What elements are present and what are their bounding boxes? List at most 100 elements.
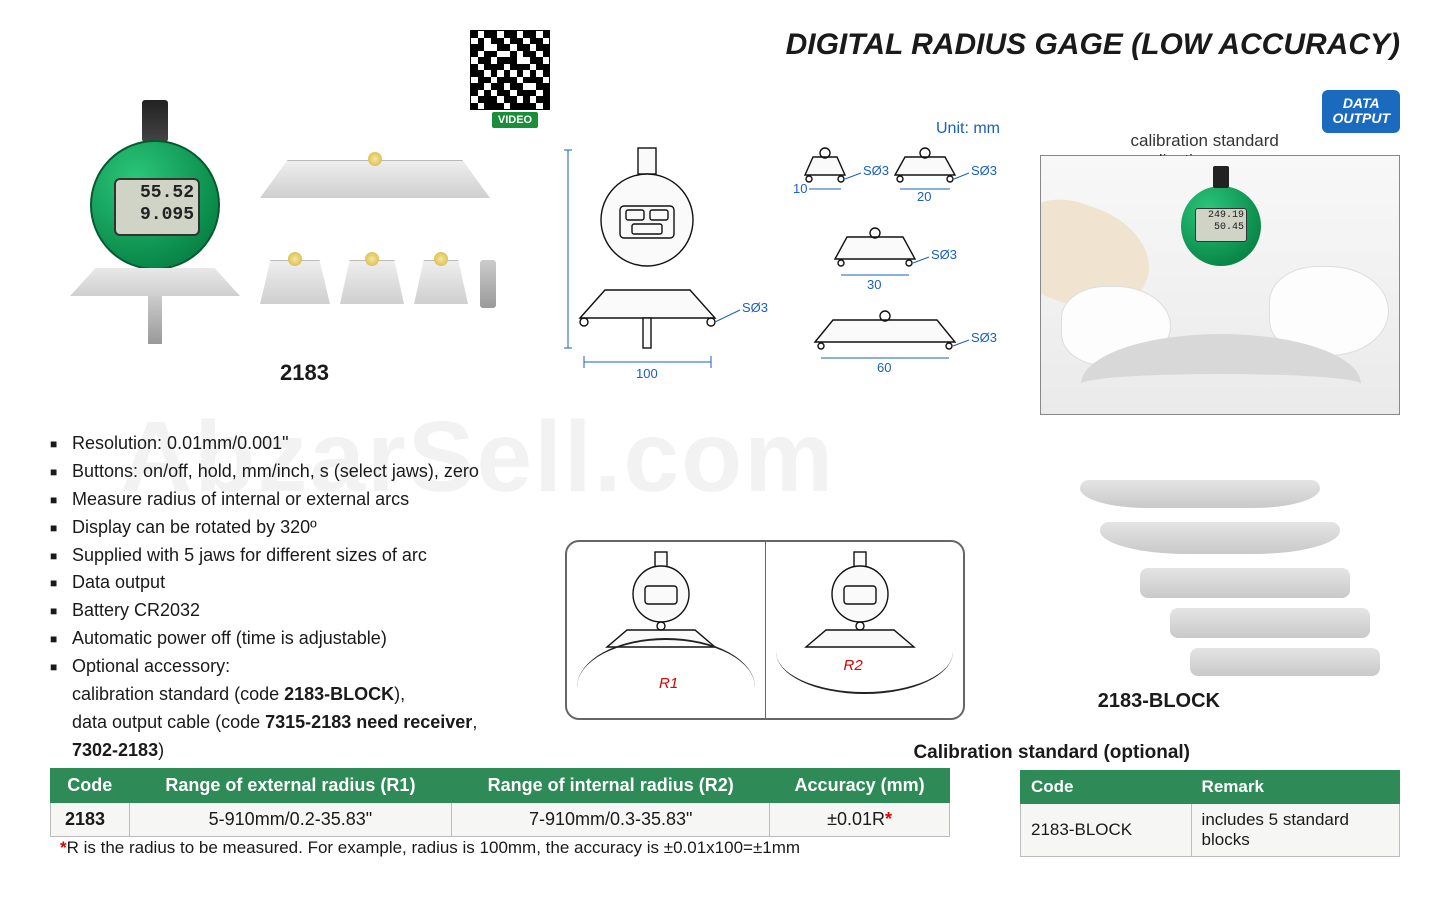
lcd-line1: 55.52 xyxy=(120,183,194,205)
feature-item: Resolution: 0.01mm/0.001" xyxy=(50,430,580,458)
calib-data-row: 2183-BLOCK includes 5 standard blocks xyxy=(1021,804,1400,857)
feature-item: Supplied with 5 jaws for different sizes… xyxy=(50,542,580,570)
code-bold: 2183-BLOCK xyxy=(284,684,394,704)
t: ) xyxy=(158,740,164,760)
svg-text:10: 10 xyxy=(793,181,807,196)
calib-header-row: Code Remark xyxy=(1021,771,1400,804)
feature-item: Display can be rotated by 320º xyxy=(50,514,580,542)
jaw-knob-icon xyxy=(288,252,302,266)
usage-external: R1 xyxy=(567,542,766,718)
spec-th-acc: Accuracy (mm) xyxy=(770,769,950,803)
gauge-photo: 55.52 9.095 xyxy=(70,100,240,350)
t: data output cable (code xyxy=(72,712,265,732)
jaw-knob-icon xyxy=(434,252,448,266)
jaw-small-1 xyxy=(260,260,330,304)
r2-label: R2 xyxy=(844,657,863,674)
page-title: DIGITAL RADIUS GAGE (LOW ACCURACY) xyxy=(786,28,1400,62)
blocks-label: 2183-BLOCK xyxy=(1098,690,1220,713)
t: calibration standard (code xyxy=(72,684,284,704)
data-output-badge: DATA OUTPUT xyxy=(1322,90,1400,133)
calib-th-remark: Remark xyxy=(1191,771,1399,804)
qr-code-icon xyxy=(470,30,550,110)
svg-text:SØ3: SØ3 xyxy=(742,300,768,315)
feature-item: Automatic power off (time is adjustable) xyxy=(50,625,580,653)
calib-th-code: Code xyxy=(1021,771,1192,804)
cal-block-5 xyxy=(1190,648,1380,676)
spec-header-row: Code Range of external radius (R1) Range… xyxy=(51,769,950,803)
calibration-scene: 249.19 50.45 xyxy=(1041,156,1399,414)
model-label: 2183 xyxy=(280,360,329,386)
footnote-text: R is the radius to be measured. For exam… xyxy=(67,838,800,857)
svg-text:123: 123 xyxy=(560,233,561,255)
feature-item: Buttons: on/off, hold, mm/inch, s (selec… xyxy=(50,458,580,486)
gauge-foot xyxy=(70,268,240,296)
svg-text:SØ3: SØ3 xyxy=(971,330,997,345)
jaw-knob-icon xyxy=(365,252,379,266)
accessory-sub3: 7302-2183) xyxy=(50,737,580,765)
usage-diagram: R1 R2 xyxy=(565,540,965,720)
calibration-blocks-illustration xyxy=(1040,480,1380,680)
spec-code: 2183 xyxy=(51,803,130,837)
gauge-body: 55.52 9.095 xyxy=(90,140,220,270)
gauge-lcd: 55.52 9.095 xyxy=(114,178,200,236)
feature-item: Data output xyxy=(50,569,580,597)
spec-r2: 7-910mm/0.3-35.83" xyxy=(452,803,770,837)
r1-label: R1 xyxy=(659,675,678,692)
calib-remark: includes 5 standard blocks xyxy=(1191,804,1399,857)
lcd-line2: 9.095 xyxy=(120,205,194,227)
probe-tip xyxy=(480,260,496,308)
spec-data-row: 2183 5-910mm/0.2-35.83" 7-910mm/0.3-35.8… xyxy=(51,803,950,837)
calib-code: 2183-BLOCK xyxy=(1021,804,1192,857)
svg-text:100: 100 xyxy=(636,366,658,381)
code-bold: 7302-2183 xyxy=(72,740,158,760)
accessory-sub1: calibration standard (code 2183-BLOCK), xyxy=(50,681,580,709)
feature-item-accessory: Optional accessory: xyxy=(50,653,580,681)
feature-item: Battery CR2032 xyxy=(50,597,580,625)
gauge-mini: 249.19 50.45 xyxy=(1181,186,1261,266)
usage-internal: R2 xyxy=(766,542,964,718)
mini-lcd-1: 249.19 xyxy=(1198,210,1244,222)
product-photo: 55.52 9.095 2183 xyxy=(60,100,530,390)
accessory-sub2: data output cable (code 7315-2183 need r… xyxy=(50,709,580,737)
spec-table: Code Range of external radius (R1) Range… xyxy=(50,768,950,837)
cal-block-2 xyxy=(1100,522,1340,554)
unit-label: Unit: mm xyxy=(936,120,1000,138)
spec-th-r2: Range of internal radius (R2) xyxy=(452,769,770,803)
red-star-icon: * xyxy=(60,838,67,857)
spec-acc: ±0.01R* xyxy=(770,803,950,837)
cal-block-3 xyxy=(1140,568,1350,598)
calibration-photo-box: calibration standard application 249.19 … xyxy=(1040,155,1400,415)
cal-block-4 xyxy=(1170,608,1370,638)
gauge-mini-stem xyxy=(1213,166,1229,188)
gauge-stem xyxy=(142,100,168,142)
accessory-lead: Optional accessory: xyxy=(72,656,230,676)
badge-line1: DATA xyxy=(1343,95,1380,111)
gauge-probe xyxy=(148,296,162,344)
red-star-icon: * xyxy=(885,809,892,829)
acc-val: ±0.01R xyxy=(827,809,885,829)
jaw-small-2 xyxy=(340,260,404,304)
mini-lcd-2: 50.45 xyxy=(1198,222,1244,234)
calib-table: Code Remark 2183-BLOCK includes 5 standa… xyxy=(1020,770,1400,857)
spec-th-r1: Range of external radius (R1) xyxy=(129,769,452,803)
feature-list: Resolution: 0.01mm/0.001" Buttons: on/of… xyxy=(50,430,580,765)
badge-line2: OUTPUT xyxy=(1332,110,1390,126)
code-bold: 7315-2183 need receiver xyxy=(265,712,472,732)
spec-th-code: Code xyxy=(51,769,130,803)
svg-text:SØ3: SØ3 xyxy=(971,163,997,178)
svg-text:60: 60 xyxy=(877,360,891,375)
t: , xyxy=(472,712,477,732)
calib-table-heading: Calibration standard (optional) xyxy=(913,742,1190,764)
cal-block-1 xyxy=(1080,480,1320,508)
jaw-small-3 xyxy=(414,260,468,304)
jaw-knob-icon xyxy=(368,152,382,166)
svg-text:SØ3: SØ3 xyxy=(863,163,889,178)
footnote: *R is the radius to be measured. For exa… xyxy=(60,838,800,858)
feature-item: Measure radius of internal or external a… xyxy=(50,486,580,514)
spec-r1: 5-910mm/0.2-35.83" xyxy=(129,803,452,837)
gauge-mini-lcd: 249.19 50.45 xyxy=(1195,208,1247,242)
svg-text:SØ3: SØ3 xyxy=(931,247,957,262)
svg-text:30: 30 xyxy=(867,277,881,292)
technical-drawing: Unit: mm 123 100 SØ3 xyxy=(560,140,1000,400)
t: ), xyxy=(394,684,405,704)
